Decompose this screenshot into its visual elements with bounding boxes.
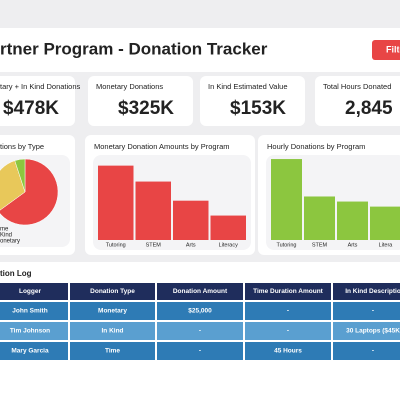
chart-title: tions by Type [0, 142, 44, 151]
table-cell-text: In Kind Descriptio [345, 288, 400, 295]
table-cell-text: Tim Johnson [10, 328, 50, 335]
table-cell [0, 342, 68, 360]
legend-label: onetary [0, 239, 20, 245]
x-tick-label: STEM [146, 242, 162, 248]
table-cell-text: Donation Amount [173, 288, 228, 295]
legend-label: me [0, 227, 9, 233]
table-cell-text: Donation Type [90, 288, 135, 295]
table-cell-text: Logger [19, 288, 41, 295]
table-cell-text: John Smith [12, 308, 47, 315]
bar [304, 196, 335, 240]
table-cell [245, 342, 331, 360]
table-cell [245, 283, 331, 300]
x-tick-label: Arts [186, 242, 196, 248]
chart-title: Monetary Donation Amounts by Program [94, 142, 229, 151]
table-cell [0, 302, 68, 320]
header-title: rtner Program - Donation Tracker [0, 39, 268, 58]
table-cell-text: In Kind [101, 328, 123, 335]
table-cell [157, 322, 243, 340]
table-cell [70, 322, 155, 340]
legend-label: Kind [0, 233, 12, 239]
x-tick-label: Literacy [219, 242, 239, 248]
kpi-value: $478K [3, 98, 59, 119]
filter-button-label[interactable]: Filte [386, 44, 400, 54]
bar [98, 165, 134, 240]
pie-slice [14, 158, 26, 193]
table-cell-text: - [199, 348, 201, 355]
table-cell-text: 30 Laptops ($45K [346, 328, 400, 335]
bar [271, 159, 302, 240]
table-cell-text: Mary Garcia [11, 348, 49, 355]
kpi-card [200, 76, 305, 126]
table-cell [333, 302, 400, 320]
table-cell-text: 45 Hours [274, 348, 302, 355]
table-cell [333, 322, 400, 340]
table-cell [157, 302, 243, 320]
table-cell [70, 302, 155, 320]
chart-title: Hourly Donations by Program [267, 142, 365, 151]
table-cell-text: - [287, 328, 289, 335]
kpi-label: Monetary Donations [96, 82, 163, 91]
table-cell-text: Monetary [98, 308, 127, 315]
table-cell [333, 342, 400, 360]
bar [337, 201, 368, 240]
x-tick-label: Litera [379, 242, 394, 248]
table-cell [0, 322, 68, 340]
kpi-value: 2,845 [345, 98, 393, 119]
table-cell-text: Time [105, 348, 120, 355]
table-cell [157, 342, 243, 360]
kpi-label: In Kind Estimated Value [208, 82, 288, 91]
kpi-card [88, 76, 193, 126]
table-cell-text: - [199, 328, 201, 335]
kpi-card [315, 76, 400, 126]
x-tick-label: STEM [312, 242, 328, 248]
bar [173, 200, 209, 240]
table-cell-text: $25,000 [188, 308, 212, 315]
table-cell [245, 302, 331, 320]
x-tick-label: Tutoring [106, 242, 126, 248]
x-tick-label: Tutoring [277, 242, 297, 248]
kpi-label: tary + In Kind Donations [0, 82, 81, 91]
table-cell [333, 283, 400, 300]
table-cell [245, 322, 331, 340]
header-card [0, 28, 400, 72]
filter-button[interactable] [372, 40, 400, 60]
bar [210, 215, 246, 240]
table-cell-text: Time Duration Amount [253, 288, 324, 295]
table-cell [70, 283, 155, 300]
kpi-value: $153K [230, 98, 286, 119]
kpi-card [0, 76, 75, 126]
table-title: tion Log [0, 269, 32, 278]
kpi-label: Total Hours Donated [323, 82, 391, 91]
table-cell-text: - [372, 308, 374, 315]
table-cell-text: - [372, 348, 374, 355]
x-tick-label: Arts [348, 242, 358, 248]
table-cell [0, 283, 68, 300]
bar [370, 206, 400, 240]
bar [135, 181, 171, 240]
pie-slice [0, 158, 59, 226]
table-cell [70, 342, 155, 360]
kpi-value: $325K [118, 98, 174, 119]
table-cell [157, 283, 243, 300]
table-cell-text: - [287, 308, 289, 315]
